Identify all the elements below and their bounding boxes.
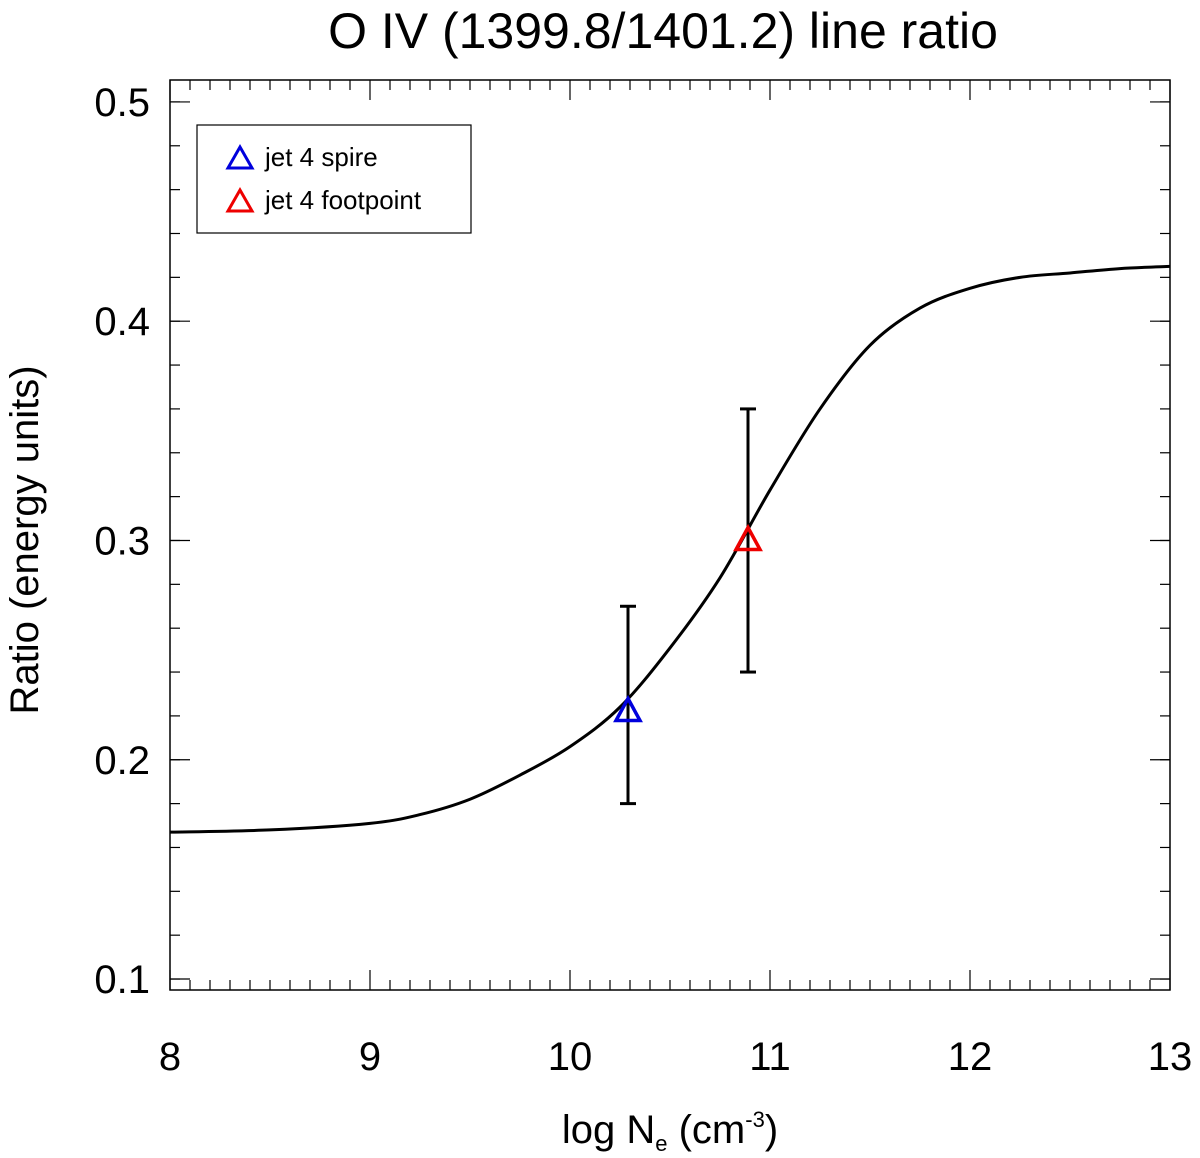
x-tick-label: 12 <box>948 1035 993 1079</box>
y-tick-label: 0.2 <box>94 739 150 783</box>
y-axis-label: Ratio (energy units) <box>3 365 47 714</box>
y-tick-label: 0.4 <box>94 300 150 344</box>
x-tick-label: 8 <box>159 1035 181 1079</box>
legend-marker-jet-4-spire <box>225 143 255 170</box>
x-tick-label: 13 <box>1148 1035 1193 1079</box>
legend-label-jet-4-spire: jet 4 spire <box>264 142 378 172</box>
chart-title: O IV (1399.8/1401.2) line ratio <box>328 3 998 59</box>
x-tick-label: 9 <box>359 1035 381 1079</box>
y-tick-label: 0.1 <box>94 958 150 1002</box>
tick-labels: 8 9 10 11 12 13 0.1 0.2 0.3 0.4 0.5 <box>94 81 1192 1079</box>
x-tick-label: 10 <box>548 1035 593 1079</box>
plot-frame <box>169 79 1171 991</box>
data-points <box>613 407 763 806</box>
model-curve <box>169 264 1171 834</box>
legend-marker-jet-4-footpoint <box>225 186 255 213</box>
marker-jet-4-footpoint <box>733 523 763 552</box>
marker-jet-4-spire <box>613 694 643 723</box>
x-axis-label: log Ne (cm-3) <box>562 1107 778 1156</box>
y-tick-label: 0.3 <box>94 519 150 563</box>
legend-box <box>196 124 472 234</box>
legend-label-jet-4-footpoint: jet 4 footpoint <box>264 185 422 215</box>
y-tick-label: 0.5 <box>94 81 150 125</box>
axis-ticks <box>169 80 1171 990</box>
x-tick-label: 11 <box>749 1035 791 1079</box>
legend: jet 4 spire jet 4 footpoint <box>196 124 472 234</box>
